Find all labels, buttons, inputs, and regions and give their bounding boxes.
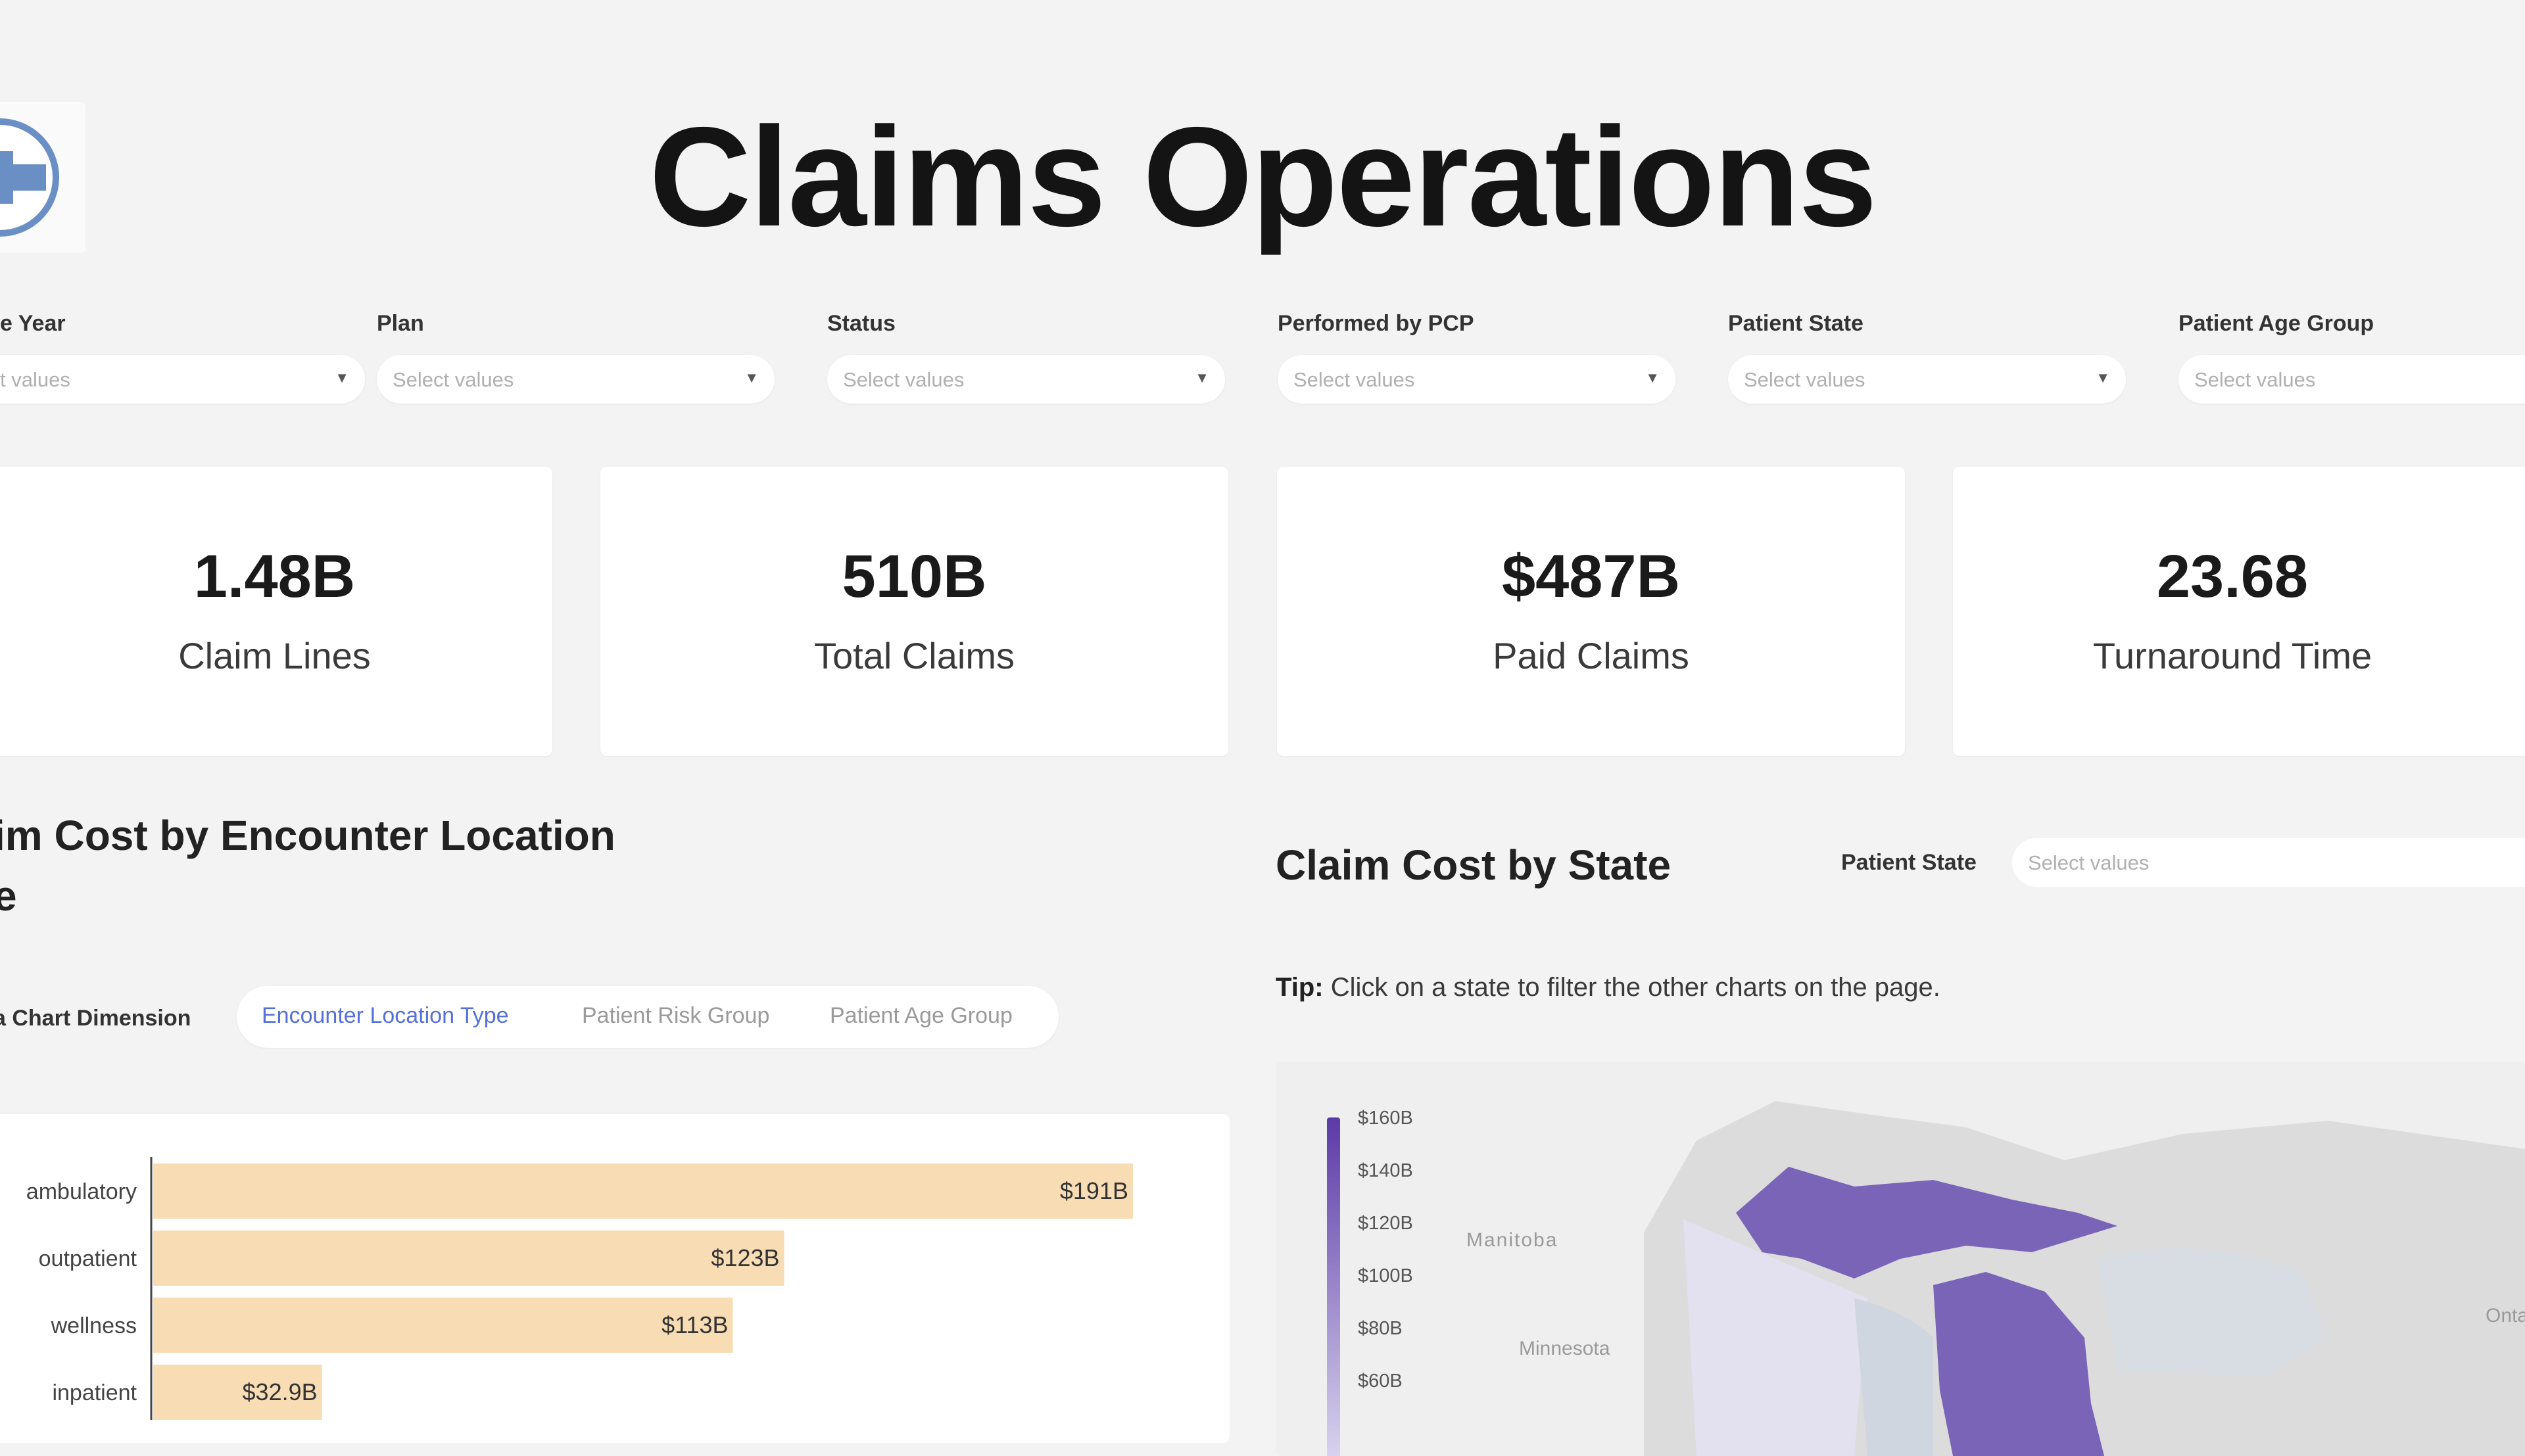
age-group-select[interactable]: Select values [2178,355,2525,404]
filter-label: Status [827,311,896,336]
chart-dimension-toggle: Encounter Location Type Patient Risk Gro… [237,986,1059,1048]
caret-down-icon: ▼ [335,369,349,386]
legend-label: $160B [1358,1108,1413,1129]
option-patient-risk-group[interactable]: Patient Risk Group [582,1003,770,1028]
patient-state-filter-label: Patient State [1841,850,1977,875]
pcp-select[interactable]: Select values ▼ [1278,355,1675,404]
page-title: Claims Operations [649,97,1877,256]
filter-patient-age-group: Patient Age Group Select values [2178,309,2525,404]
legend-label: $100B [1358,1265,1413,1286]
map-state-michigan-upper[interactable] [1736,1167,2117,1279]
filter-label: e Year [0,311,66,336]
option-patient-age-group[interactable]: Patient Age Group [830,1003,1013,1028]
kpi-label: Turnaround Time [2092,635,2372,676]
caret-down-icon: ▼ [1645,369,1660,386]
section-title-claim-cost-by-state: Claim Cost by State [1276,841,1671,889]
map-patient-state-select[interactable]: Select values [2012,838,2525,887]
select-placeholder: Select values [1293,368,1415,391]
bar-wellness[interactable] [153,1298,733,1353]
medical-cross-logo-icon [0,118,59,237]
bar-value-label: $32.9B [243,1378,318,1405]
bar-value-label: $123B [711,1244,779,1271]
bar-category-label: outpatient [39,1246,137,1271]
filter-plan: Plan Select values ▼ [377,309,775,404]
state-choropleth-map[interactable]: $160B $140B $120B $100B $80B $60B Manito… [1276,1062,2525,1456]
tip-body: Click on a state to filter the other cha… [1323,973,1940,1002]
select-placeholder: t values [0,368,70,391]
caret-down-icon: ▼ [744,369,759,386]
filter-label: Plan [377,311,424,336]
kpi-value: 510B [842,543,987,610]
bar-category-label: ambulatory [26,1179,137,1204]
bar-category-label: wellness [51,1313,137,1338]
chart-dimension-label: a Chart Dimension [0,1006,191,1031]
filter-patient-state: Patient State Select values ▼ [1728,309,2126,404]
map-label-ontario: Ontario [2486,1305,2525,1327]
tip-text: Tip: Click on a state to filter the othe… [1276,973,1940,1002]
map-state-wisconsin[interactable] [1683,1219,1867,1456]
filter-performed-by-pcp: Performed by PCP Select values ▼ [1278,309,1675,404]
select-placeholder: Select values [393,368,514,391]
plan-select[interactable]: Select values ▼ [377,355,775,404]
filter-year: e Year t values ▼ [0,309,365,404]
caret-down-icon: ▼ [1195,369,1209,386]
legend-label: $120B [1358,1213,1413,1234]
bar-outpatient[interactable] [153,1231,784,1286]
filter-status: Status Select values ▼ [827,309,1225,404]
filter-label: Patient Age Group [2178,311,2374,336]
map-state-michigan-lower[interactable] [1933,1272,2104,1456]
kpi-value: $487B [1501,543,1681,610]
patient-state-select[interactable]: Select values ▼ [1728,355,2126,404]
section-title-line: im Cost by Encounter Location [0,812,615,859]
filter-label: Performed by PCP [1278,311,1474,336]
filter-label: Patient State [1728,311,1864,336]
legend-label: $60B [1358,1371,1403,1392]
kpi-value: 23.68 [2156,543,2309,610]
map-canvas [1276,1062,2525,1456]
encounter-location-bar-chart: ambulatory $191B outpatient $123B wellness $1… [26,1157,1133,1420]
bar-value-label: $113B [661,1311,728,1338]
map-lake-michigan [1854,1298,1933,1456]
section-title-encounter-location: im Cost by Encounter Location e [0,805,615,926]
kpi-value: 1.48B [193,543,356,610]
kpi-label: Claim Lines [178,635,371,676]
kpi-card-total-claims: 510B Total Claims [600,467,1228,756]
select-placeholder: Select values [1744,368,1865,391]
legend-label: $80B [1358,1318,1403,1339]
bar-ambulatory[interactable] [153,1163,1133,1219]
legend-label: $140B [1358,1160,1413,1181]
select-placeholder: Select values [843,368,965,391]
year-select[interactable]: t values ▼ [0,355,365,404]
kpi-card-claim-lines: 1.48B Claim Lines [0,467,552,756]
bar-value-label: $191B [1060,1177,1128,1204]
map-legend-gradient [1327,1117,1340,1456]
kpi-card-turnaround-time: 23.68 Turnaround Time [1953,467,2525,756]
option-encounter-location-type[interactable]: Encounter Location Type [262,1003,509,1028]
caret-down-icon: ▼ [2096,369,2110,386]
bar-inpatient[interactable] [153,1365,322,1420]
app-logo [0,102,85,253]
tip-prefix: Tip: [1276,973,1324,1002]
kpi-label: Paid Claims [1493,635,1689,676]
kpi-label: Total Claims [814,635,1015,676]
section-title-line: e [0,872,17,920]
select-placeholder: Select values [2194,368,2316,391]
select-placeholder: Select values [2028,851,2150,874]
map-label-manitoba: Manitoba [1466,1229,1558,1251]
map-label-minnesota: Minnesota [1519,1338,1610,1359]
kpi-card-paid-claims: $487B Paid Claims [1277,467,1905,756]
bar-category-label: inpatient [52,1380,137,1405]
status-select[interactable]: Select values ▼ [827,355,1225,404]
map-lake-huron [2098,1248,2328,1377]
